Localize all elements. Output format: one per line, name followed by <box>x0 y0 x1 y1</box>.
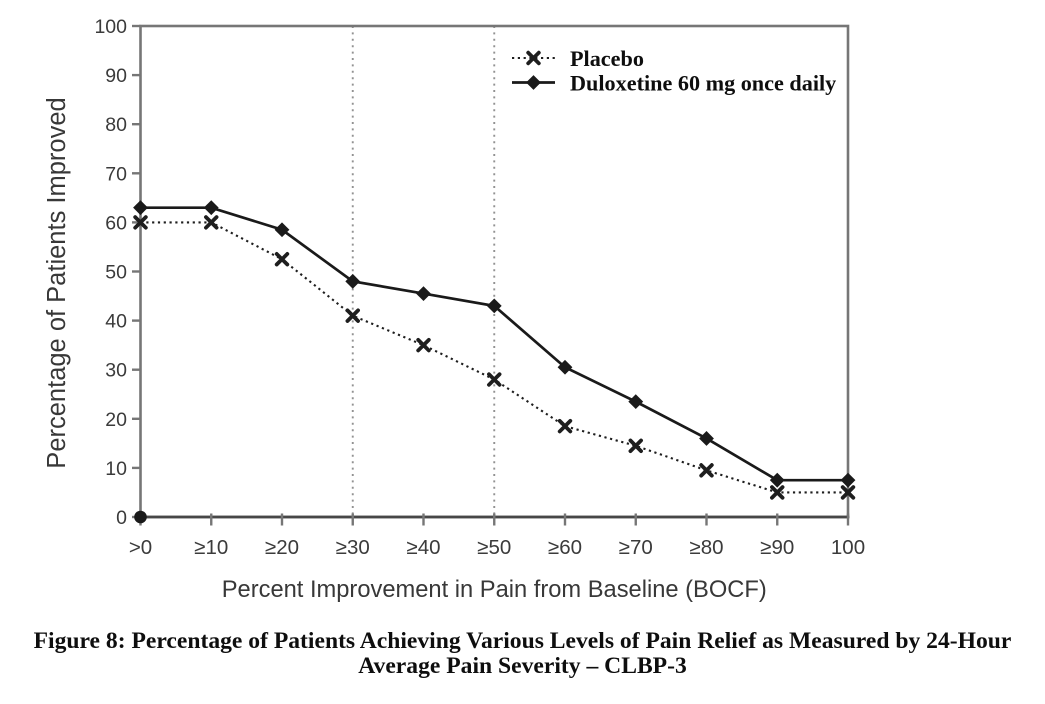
series-marker-x <box>557 418 573 434</box>
y-tick-label: 10 <box>105 458 127 480</box>
y-tick-label: 50 <box>105 262 127 284</box>
x-tick-label: ≥80 <box>689 536 723 559</box>
series-marker-x <box>770 485 785 500</box>
series-marker-x <box>487 372 502 387</box>
series-marker-diamond <box>628 394 644 410</box>
origin-marker <box>134 510 147 524</box>
series-marker-diamond <box>840 472 856 488</box>
y-tick-label: 70 <box>105 163 127 185</box>
y-tick-label: 0 <box>116 507 127 529</box>
figure-caption-line-1: Figure 8: Percentage of Patients Achievi… <box>33 628 1012 654</box>
chart-svg: 0 10 20 30 40 50 60 70 80 90 100 >0 ≥10 ≥20 ≥30 ≥40 ≥50 ≥… <box>43 16 865 603</box>
y-tick-label: 20 <box>105 409 127 431</box>
series-marker-diamond <box>486 298 502 314</box>
x-tick-label: 100 <box>831 536 865 559</box>
figure-caption-line-2: Average Pain Severity – CLBP-3 <box>358 652 687 679</box>
x-tick-label: ≥60 <box>548 536 582 559</box>
x-tick-label: ≥30 <box>336 536 370 559</box>
series-marker-x <box>204 215 219 230</box>
series-marker-diamond <box>345 273 361 289</box>
y-tick-label: 90 <box>105 65 127 87</box>
series-marker-x <box>699 463 714 478</box>
y-tick-label: 60 <box>105 212 127 234</box>
legend-marker-x <box>526 50 541 66</box>
x-tick-label: ≥90 <box>760 536 794 559</box>
series-marker-x <box>628 438 643 454</box>
x-tick-label: ≥70 <box>619 536 653 559</box>
y-tick-label: 80 <box>105 114 127 136</box>
x-tick-label: ≥50 <box>477 536 511 559</box>
series-marker-diamond <box>203 200 219 216</box>
series-marker-x <box>274 252 290 267</box>
series-marker-diamond <box>557 359 573 375</box>
y-tick-label: 40 <box>105 311 127 333</box>
series-marker-x <box>416 337 431 353</box>
series-marker-diamond <box>699 431 714 446</box>
series-marker-x <box>133 215 148 230</box>
figure-caption: Figure 8: Percentage of Patients Achievi… <box>0 629 1045 678</box>
series-marker-diamond <box>416 286 431 301</box>
x-axis-title: Percent Improvement in Pain from Baselin… <box>222 577 767 603</box>
legend-marker-diamond <box>526 75 541 90</box>
legend-label: Placebo <box>570 46 644 71</box>
y-tick-label: 100 <box>94 16 127 38</box>
x-tick-label: ≥40 <box>406 536 440 559</box>
series-marker-diamond <box>769 472 785 488</box>
x-tick-label: ≥10 <box>194 536 228 559</box>
x-tick-label: >0 <box>129 536 152 559</box>
series-marker-x <box>345 308 360 323</box>
series-marker-x <box>840 485 856 500</box>
y-axis-title: Percentage of Patients Improved <box>43 97 71 468</box>
x-tick-label: ≥20 <box>265 536 299 559</box>
y-tick-label: 30 <box>105 360 127 382</box>
series-line-diamond <box>140 206 848 482</box>
series-marker-diamond <box>133 200 148 216</box>
legend-label: Duloxetine 60 mg once daily <box>570 71 836 96</box>
series-marker-diamond <box>274 222 290 238</box>
